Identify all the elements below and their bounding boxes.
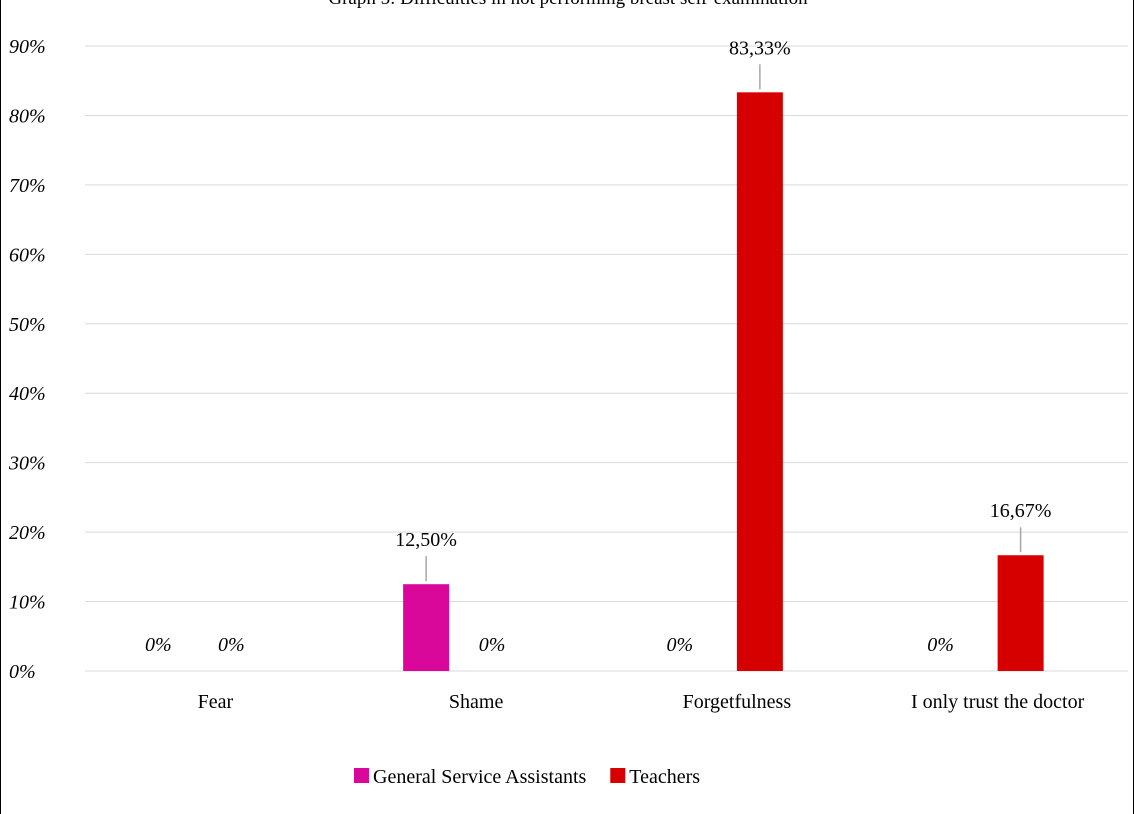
y-tick-label: 10% (9, 592, 46, 614)
legend-label: General Service Assistants (373, 766, 586, 788)
data-label: 83,33% (729, 37, 791, 59)
bar (997, 555, 1044, 671)
y-tick-label: 30% (8, 453, 46, 475)
data-label: 0% (479, 634, 506, 656)
legend-label: Teachers (629, 766, 700, 788)
bars (403, 92, 1044, 671)
data-label: 16,67% (990, 500, 1052, 522)
data-label: 0% (218, 634, 245, 656)
bar (403, 584, 450, 671)
y-tick-label: 80% (9, 105, 46, 127)
bar (736, 92, 783, 671)
gridlines (85, 45, 1128, 672)
data-labels: 0% 0% 12,50% 0% 0% 83,33% 0% 16,67% (145, 37, 1051, 656)
y-tick-label: 0% (9, 661, 36, 683)
x-tick-label: Fear (198, 691, 234, 713)
y-tick-label: 60% (9, 244, 46, 266)
y-tick-label: 90% (9, 36, 46, 58)
x-tick-label: Shame (449, 691, 504, 713)
legend: General Service Assistants Teachers (354, 766, 700, 788)
x-tick-label: Forgetfulness (683, 691, 792, 713)
y-tick-label: 20% (9, 522, 46, 544)
y-tick-label: 40% (9, 383, 46, 405)
data-label: 12,50% (395, 529, 457, 551)
x-tick-label: I only trust the doctor (911, 691, 1085, 713)
data-label: 0% (667, 634, 694, 656)
chart-title: Graph 5: Difficulties in not performing … (328, 0, 808, 9)
x-axis-category-labels: Fear Shame Forgetfulness I only trust the d… (198, 691, 1085, 713)
y-axis-tick-labels: 0% 10% 20% 30% 40% 50% 60% 70% 80% 90% (8, 36, 46, 683)
y-tick-label: 70% (9, 175, 46, 197)
legend-swatch (354, 768, 369, 783)
y-tick-label: 50% (9, 314, 46, 336)
data-label: 0% (145, 634, 172, 656)
legend-swatch (610, 768, 626, 783)
data-label: 0% (927, 634, 954, 656)
